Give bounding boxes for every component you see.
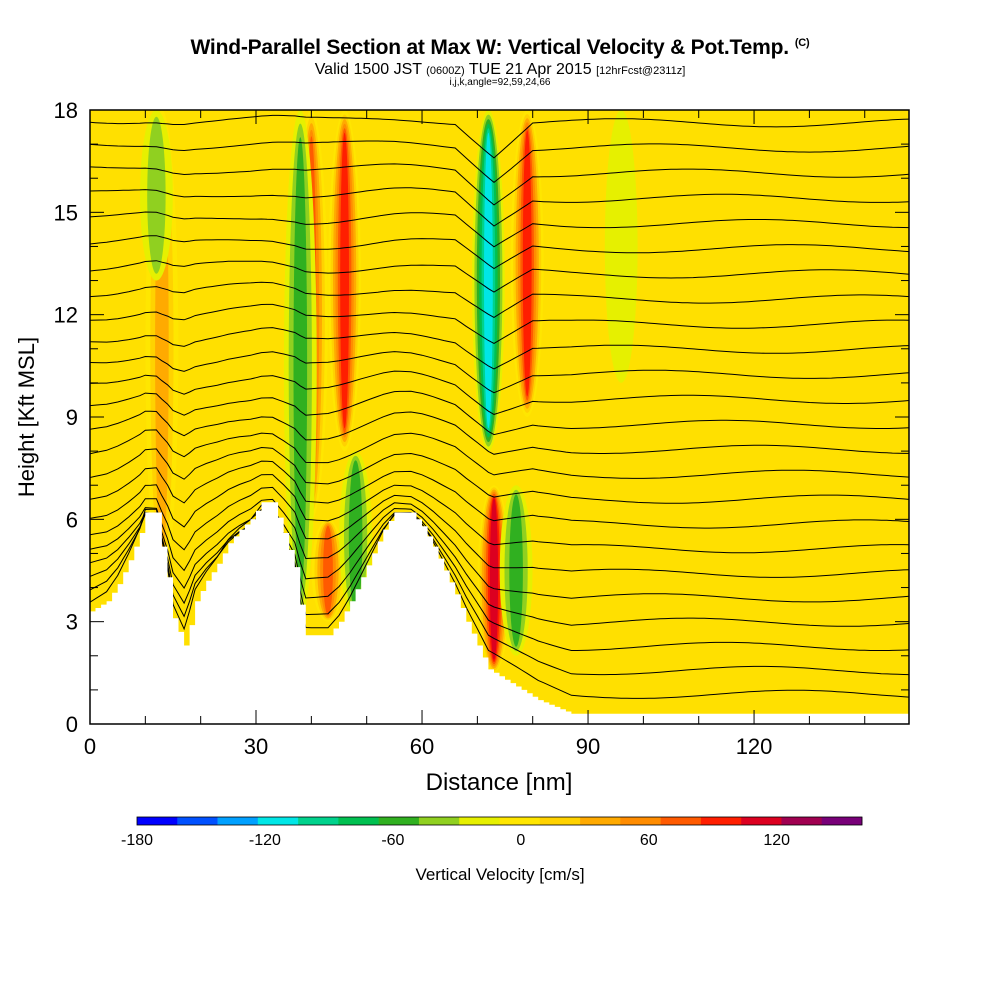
y-tick-label: 12 [54,303,78,328]
chart-title-main: Wind-Parallel Section at Max W: Vertical… [190,36,790,59]
downdraft-core [140,110,173,281]
downdraft-band [147,116,166,274]
colorbar-segment [580,817,621,825]
colorbar-tick-label: -180 [121,832,153,849]
velocity-field [90,110,909,724]
theta-contour [90,390,909,436]
colorbar-tick-label: -60 [381,832,404,849]
theta-contour [90,327,909,370]
colorbar-segment [418,817,460,825]
colorbar-segment [821,817,863,825]
chart-title-tag: (C) [794,37,810,49]
theta-contour [90,512,909,676]
updraft-core [510,110,544,417]
downdraft-band [509,494,523,647]
downdraft-core [499,485,533,656]
theta-contour [90,281,909,318]
x-tick-label: 90 [576,734,600,759]
theta-contour [90,507,909,627]
theta-contour [90,370,909,415]
valid-prefix: Valid 1500 JST [314,61,422,78]
theta-contour [90,140,909,184]
updraft-band [323,525,333,616]
colorbar: -180 -120 -60 0 60 120 [121,816,863,849]
grid-indices: i,j,k,angle=92,59,24,66 [449,77,551,88]
theta-contour [90,114,909,159]
colorbar-segment [137,817,178,825]
y-tick-label: 15 [54,200,78,225]
y-tick-label: 3 [66,610,78,635]
theta-contour [90,429,909,479]
y-tick-label: 6 [66,507,78,532]
colorbar-segment [378,817,420,825]
theta-contour [90,512,909,651]
theta-contour [90,446,909,504]
x-tick-label: 0 [84,734,96,759]
x-tick-label: 30 [244,734,268,759]
theta-contour [90,235,909,270]
colorbar-segment [217,817,259,825]
chart-subtitle: Valid 1500 JST (0600Z) TUE 21 Apr 2015 [… [0,61,1000,79]
colorbar-segment [660,817,702,825]
y-tick-label: 0 [66,712,78,737]
updraft-core [311,519,345,622]
colorbar-segment [700,817,742,825]
theta-contour [90,351,909,394]
colorbar-segment [539,817,581,825]
theta-contour [90,498,909,603]
downdraft-core [472,110,505,452]
theta-contour [90,187,909,227]
theta-contour [90,211,909,248]
theta-contour [90,303,909,344]
colorbar-tick-label: 60 [640,832,658,849]
colorbar-segment [338,817,379,825]
theta-contour [90,163,909,206]
colorbar-segment [177,817,218,825]
x-tick-label: 120 [736,734,773,759]
downdraft-core [604,110,638,383]
y-tick-label: 18 [54,98,78,123]
theta-contour [90,486,909,578]
colorbar-tick-label: -120 [249,832,281,849]
terrain-mask [90,502,909,724]
x-tick-label: 60 [410,734,434,759]
chart-title: Wind-Parallel Section at Max W: Vertical… [0,36,1000,60]
theta-contour [90,460,909,529]
colorbar-segment [620,817,661,825]
updraft-band [522,130,532,397]
colorbar-segment [298,817,339,825]
downdraft-band [604,110,638,383]
colorbar-label: Vertical Velocity [cm/s] [415,865,584,884]
downdraft-core [283,110,317,622]
colorbar-segment [499,817,541,825]
theta-contour [90,474,909,554]
valid-utc: (0600Z) [426,65,465,77]
colorbar-frame [136,816,863,826]
colorbar-segment [781,817,823,825]
colorbar-segment [459,817,500,825]
updraft-core [328,110,361,452]
colorbar-segment [741,817,782,825]
theta-contour [90,260,909,293]
y-axis-label: Height [Kft MSL] [14,337,39,497]
theta-contour [90,410,909,455]
y-tick-label: 9 [66,405,78,430]
colorbar-tick-label: 120 [763,832,790,849]
valid-date: TUE 21 Apr 2015 [468,61,592,78]
colorbar-tick-label: 0 [516,832,525,849]
colorbar-segment [257,817,299,825]
updraft-band [489,498,499,660]
downdraft-band [484,132,493,429]
x-axis-label: Distance [nm] [426,769,573,796]
updraft-band [340,132,349,429]
forecast-info: [12hrFcst@2311z] [596,65,686,77]
